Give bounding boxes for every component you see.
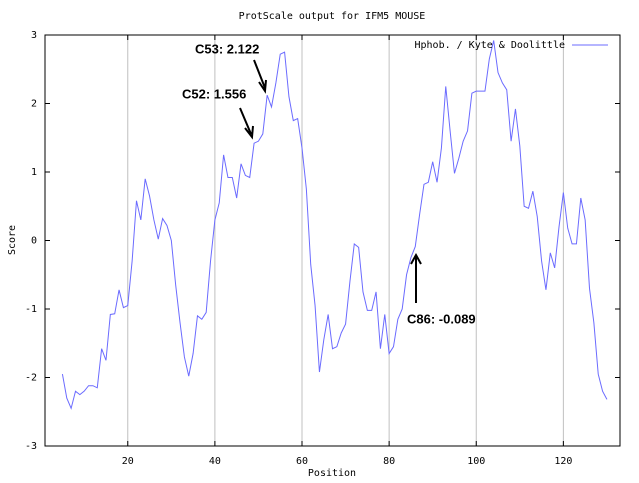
arrow	[410, 252, 422, 303]
x-tick-label: 40	[209, 456, 221, 467]
annotation: C52: 1.556	[182, 86, 246, 101]
arrow	[239, 107, 254, 140]
data-line	[61, 40, 608, 410]
x-tick-label: 60	[296, 456, 308, 467]
y-tick-label: 0	[31, 236, 37, 247]
arrow	[253, 59, 267, 94]
chart-title: ProtScale output for IFM5 MOUSE	[239, 11, 426, 22]
x-axis-label: Position	[308, 468, 356, 479]
x-tick-label: 120	[554, 456, 572, 467]
annotation: C86: -0.089	[407, 311, 476, 326]
y-tick-label: -3	[25, 441, 37, 452]
y-axis-label: Score	[7, 225, 18, 255]
y-tick-label: 1	[31, 167, 37, 178]
x-tick-label: 20	[122, 456, 134, 467]
x-tick-label: 80	[383, 456, 395, 467]
y-tick-label: -1	[25, 304, 37, 315]
legend-label: Hphob. / Kyte & Doolittle	[414, 40, 565, 51]
y-tick-label: 3	[31, 30, 37, 41]
plot	[61, 40, 608, 410]
y-tick-label: -2	[25, 373, 37, 384]
y-tick-label: 2	[31, 99, 37, 110]
annotation: C53: 2.122	[195, 41, 259, 56]
grid	[127, 35, 564, 446]
plot-frame	[44, 34, 621, 447]
x-tick-label: 100	[467, 456, 485, 467]
